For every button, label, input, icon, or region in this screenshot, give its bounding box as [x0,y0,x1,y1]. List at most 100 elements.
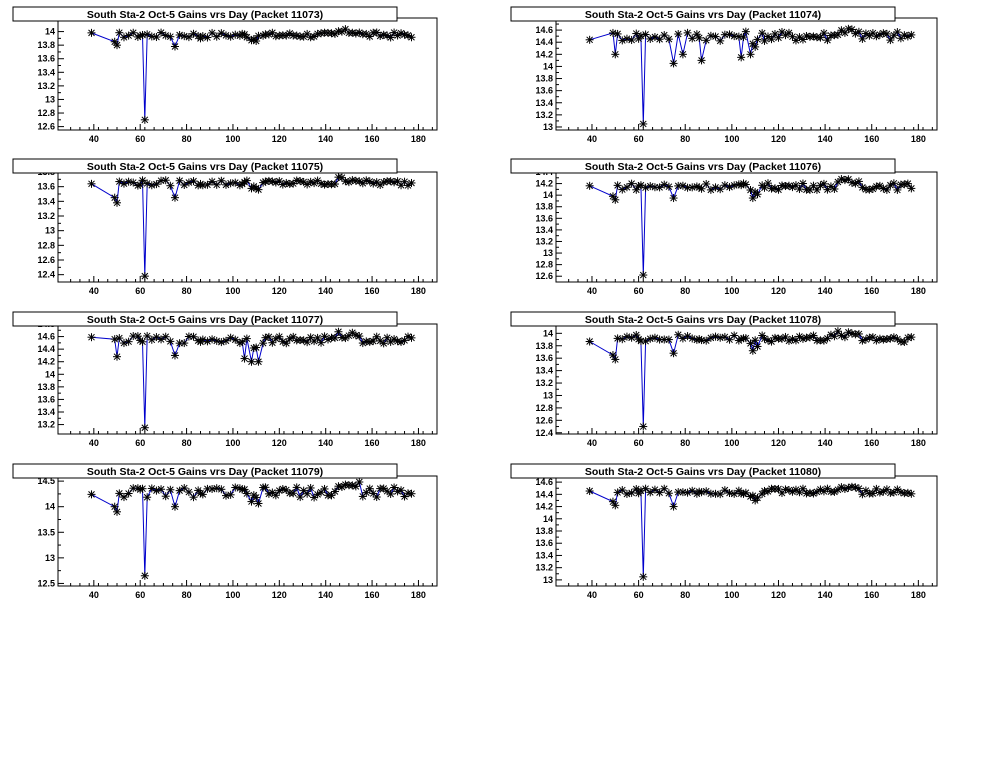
data-point [152,486,161,495]
data-point [688,183,697,192]
marker-stroke [869,490,877,497]
x-tick-label: 140 [818,134,833,144]
marker-stroke [408,33,415,41]
y-tick-label: 14 [543,328,553,338]
data-point [784,336,793,345]
chart-title-box [510,311,896,327]
marker-stroke [688,487,696,495]
data-point [809,181,818,190]
marker-stroke [293,484,301,491]
x-tick-label: 180 [411,286,426,296]
marker-stroke [838,175,845,183]
marker-stroke [771,184,779,192]
marker-stroke [712,184,719,191]
data-point [184,33,193,42]
marker-stroke [693,30,701,38]
marker-stroke [157,29,165,36]
data-point [296,493,305,502]
x-tick-label: 120 [272,134,287,144]
marker-stroke [238,338,246,346]
y-tick-label: 13 [543,248,553,258]
y-tick-label: 13.6 [37,54,55,64]
y-tick-label: 13.8 [37,40,55,50]
data-point [795,185,804,194]
data-point [830,184,839,193]
marker-stroke [352,483,360,490]
marker-stroke [730,490,738,498]
marker-stroke [362,177,370,184]
data-point [664,182,673,191]
data-point [865,31,874,40]
data-point [310,179,319,188]
marker-stroke [674,182,682,190]
data-point [777,488,786,497]
data-point [226,179,235,188]
marker-stroke [143,30,151,38]
marker-stroke [272,491,280,499]
marker-stroke [859,35,866,43]
data-point [674,330,683,339]
data-point [854,27,863,36]
data-point [313,333,322,342]
y-tick-label: 12.8 [37,240,55,250]
data-point [157,485,166,494]
x-tick-label: 160 [864,134,879,144]
marker-stroke [227,334,234,342]
data-point [886,36,895,45]
marker-stroke [390,335,398,343]
marker-stroke [222,492,230,499]
marker-stroke [303,338,311,346]
marker-stroke [632,485,640,493]
marker-stroke [255,358,262,366]
marker-stroke [404,32,412,39]
data-point [900,31,909,40]
marker-stroke [841,333,849,341]
marker-stroke [387,177,394,185]
data-point [618,335,627,344]
marker-stroke [749,492,757,500]
data-point [697,488,706,497]
marker-stroke [162,176,170,184]
marker-stroke [660,485,668,493]
x-tick-label: 80 [182,590,192,600]
marker-stroke [208,485,216,493]
marker-stroke [623,35,631,43]
marker-stroke [300,336,308,344]
marker-stroke [742,181,750,188]
marker-stroke [771,334,779,342]
marker-stroke [632,331,640,339]
marker-stroke [282,179,290,187]
marker-stroke [761,335,768,343]
marker-stroke [241,355,248,362]
data-point [844,175,853,184]
data-point [282,339,291,348]
marker-stroke [637,32,645,40]
marker-stroke [387,34,394,41]
marker-stroke [338,174,346,182]
data-point [226,490,235,499]
data-point [157,28,166,37]
data-point [774,33,783,42]
data-point [113,352,122,361]
marker-stroke [688,335,696,342]
marker-stroke [293,177,301,184]
marker-stroke [153,333,160,341]
data-point [386,33,395,42]
data-point [306,483,315,492]
marker-stroke [894,186,901,194]
marker-stroke [314,177,321,184]
marker-stroke [869,333,877,341]
data-point [217,485,226,494]
data-point [893,485,902,494]
marker-stroke [831,332,838,340]
data-point [683,28,692,37]
marker-stroke [890,333,898,341]
marker-stroke [355,332,363,340]
data-point [189,493,198,502]
marker-stroke [265,333,273,341]
data-point [407,33,416,42]
marker-stroke [255,32,262,40]
data-point [611,355,620,364]
marker-stroke [789,33,796,41]
